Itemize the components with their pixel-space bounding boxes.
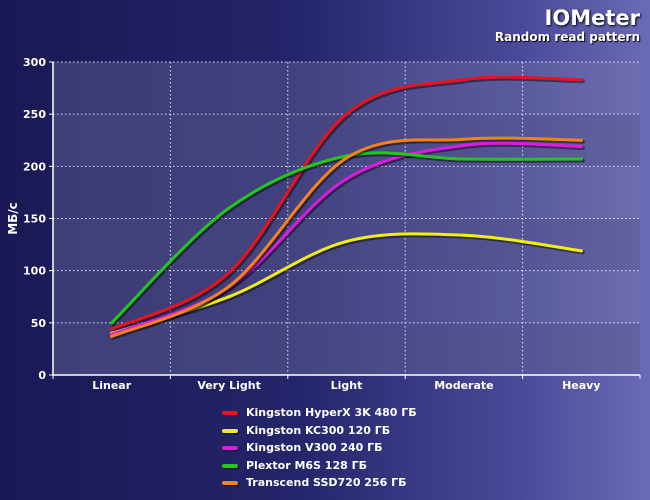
legend-label: Kingston HyperX 3K 480 ГБ [246, 406, 417, 419]
x-tick-label: Linear [92, 379, 131, 392]
data-point [579, 144, 583, 149]
data-point [227, 206, 231, 210]
legend-item: Transcend SSD720 256 ГБ [220, 474, 417, 492]
legend-swatch [222, 411, 238, 415]
legend-swatch [222, 481, 238, 485]
legend-swatch [222, 463, 238, 468]
data-point [344, 112, 349, 116]
plot-band [53, 322, 640, 375]
legend-item: Kingston HyperX 3K 480 ГБ [220, 404, 417, 422]
x-tick-label: Heavy [562, 379, 600, 392]
y-tick-label: 300 [23, 56, 46, 69]
series-line [110, 151, 583, 325]
data-point [344, 239, 349, 244]
y-tick-label: 0 [38, 369, 46, 382]
legend-label: Transcend SSD720 256 ГБ [246, 476, 407, 489]
data-point [579, 157, 583, 161]
data-point [110, 334, 114, 338]
data-point [227, 284, 231, 288]
data-point [579, 78, 583, 82]
x-tick-label: Very Light [197, 379, 261, 392]
legend-label: Kingston V300 240 ГБ [246, 441, 383, 454]
data-point [462, 137, 466, 141]
x-tick-label: Moderate [434, 379, 493, 392]
legend-item: Plextor M6S 128 ГБ [220, 457, 417, 475]
data-point [462, 143, 466, 148]
y-tick-label: 150 [23, 213, 46, 226]
plot-band [53, 62, 640, 115]
legend-item: Kingston KC300 120 ГБ [220, 422, 417, 440]
data-point [462, 233, 466, 237]
data-point [227, 295, 231, 299]
chart-subtitle: Random read pattern [494, 30, 640, 44]
data-point [110, 321, 114, 325]
data-point [344, 156, 349, 160]
data-point [227, 271, 231, 275]
y-tick-label: 50 [31, 317, 47, 330]
data-point [110, 327, 114, 331]
legend-swatch [222, 428, 238, 433]
legend-label: Kingston KC300 120 ГБ [246, 423, 391, 437]
data-point [462, 78, 466, 82]
plot-band [53, 166, 640, 219]
data-point [344, 177, 349, 181]
chart-title: IOMeter [544, 6, 640, 30]
data-point [579, 138, 583, 142]
legend-item: Kingston V300 240 ГБ [220, 439, 417, 457]
y-axis-label: МБ/с [6, 202, 20, 235]
series-line [110, 75, 583, 331]
y-tick-label: 250 [23, 108, 46, 121]
y-tick-label: 200 [23, 160, 46, 173]
y-tick-label: 100 [23, 265, 46, 278]
legend: Kingston HyperX 3K 480 ГБ Kingston KC300 … [220, 404, 417, 492]
data-point [462, 157, 466, 161]
legend-swatch [222, 446, 238, 450]
x-tick-label: Light [331, 379, 363, 392]
data-point [579, 249, 583, 253]
series-line [110, 136, 583, 338]
legend-label: Plextor M6S 128 ГБ [246, 458, 367, 472]
